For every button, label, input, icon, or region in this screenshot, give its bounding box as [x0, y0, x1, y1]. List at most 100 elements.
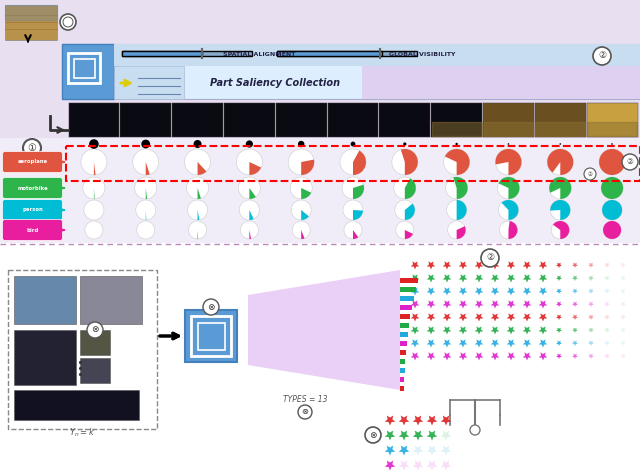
Circle shape	[549, 177, 572, 199]
Circle shape	[137, 221, 155, 239]
Wedge shape	[499, 177, 520, 199]
Circle shape	[392, 149, 418, 175]
FancyBboxPatch shape	[3, 200, 63, 220]
FancyBboxPatch shape	[400, 359, 405, 364]
Wedge shape	[353, 210, 363, 220]
Text: TYPES = 13: TYPES = 13	[283, 396, 327, 405]
Polygon shape	[427, 287, 435, 295]
Polygon shape	[539, 300, 547, 309]
Polygon shape	[572, 315, 578, 320]
Wedge shape	[250, 230, 251, 239]
Polygon shape	[491, 313, 499, 322]
Polygon shape	[443, 287, 451, 295]
Text: ⊗: ⊗	[207, 302, 215, 311]
Polygon shape	[459, 313, 467, 322]
Polygon shape	[385, 415, 396, 425]
Polygon shape	[411, 300, 419, 309]
Circle shape	[290, 177, 312, 199]
Circle shape	[141, 139, 150, 148]
Polygon shape	[427, 326, 435, 334]
Circle shape	[85, 221, 103, 239]
Circle shape	[89, 139, 99, 149]
FancyBboxPatch shape	[68, 103, 119, 137]
Polygon shape	[475, 340, 483, 348]
Circle shape	[23, 139, 41, 157]
Polygon shape	[399, 415, 409, 425]
Polygon shape	[588, 276, 594, 281]
FancyBboxPatch shape	[535, 103, 586, 137]
Wedge shape	[603, 221, 621, 239]
Wedge shape	[146, 162, 150, 175]
Text: Part Saliency Collection: Part Saliency Collection	[210, 78, 340, 88]
Wedge shape	[353, 230, 358, 239]
Wedge shape	[301, 230, 305, 239]
Polygon shape	[427, 352, 435, 360]
Polygon shape	[459, 287, 467, 295]
Polygon shape	[443, 313, 451, 322]
Polygon shape	[523, 352, 531, 360]
Polygon shape	[443, 352, 451, 360]
Polygon shape	[523, 261, 531, 269]
Circle shape	[559, 143, 561, 145]
Polygon shape	[604, 341, 610, 346]
Polygon shape	[507, 275, 515, 283]
Polygon shape	[572, 262, 578, 268]
Circle shape	[403, 142, 406, 146]
Circle shape	[132, 149, 159, 175]
Circle shape	[344, 221, 362, 239]
FancyBboxPatch shape	[3, 178, 63, 198]
FancyBboxPatch shape	[80, 276, 142, 324]
Polygon shape	[604, 276, 610, 281]
Polygon shape	[443, 340, 451, 348]
FancyBboxPatch shape	[277, 51, 417, 56]
Circle shape	[60, 14, 76, 30]
Polygon shape	[507, 300, 515, 309]
Polygon shape	[411, 352, 419, 360]
Circle shape	[395, 200, 415, 220]
Circle shape	[343, 200, 363, 220]
Text: ②: ②	[588, 171, 593, 177]
Polygon shape	[620, 289, 626, 294]
Polygon shape	[572, 354, 578, 359]
Wedge shape	[250, 210, 253, 220]
Text: ⊗: ⊗	[301, 407, 308, 416]
Polygon shape	[539, 261, 547, 269]
Polygon shape	[523, 313, 531, 322]
FancyBboxPatch shape	[400, 287, 416, 292]
Polygon shape	[385, 461, 396, 471]
FancyBboxPatch shape	[328, 103, 378, 137]
Circle shape	[288, 149, 314, 175]
Polygon shape	[413, 430, 423, 440]
Polygon shape	[507, 352, 515, 360]
Polygon shape	[459, 275, 467, 283]
Polygon shape	[459, 261, 467, 269]
Polygon shape	[441, 415, 451, 425]
Polygon shape	[491, 275, 499, 283]
Polygon shape	[620, 315, 626, 320]
FancyBboxPatch shape	[400, 350, 406, 355]
Polygon shape	[507, 326, 515, 334]
Wedge shape	[198, 162, 207, 175]
Wedge shape	[353, 151, 366, 175]
Polygon shape	[475, 287, 483, 295]
Circle shape	[136, 200, 156, 220]
Polygon shape	[556, 327, 562, 333]
Polygon shape	[413, 415, 423, 425]
Polygon shape	[475, 313, 483, 322]
Polygon shape	[413, 461, 423, 471]
Wedge shape	[301, 188, 311, 199]
Polygon shape	[539, 313, 547, 322]
Wedge shape	[353, 185, 364, 199]
Polygon shape	[588, 354, 594, 359]
Polygon shape	[443, 326, 451, 334]
Text: person: person	[22, 208, 43, 212]
Polygon shape	[523, 326, 531, 334]
Polygon shape	[399, 461, 409, 471]
FancyBboxPatch shape	[400, 332, 408, 337]
Circle shape	[241, 221, 259, 239]
Circle shape	[83, 177, 105, 199]
Circle shape	[508, 143, 509, 145]
Polygon shape	[411, 261, 419, 269]
Circle shape	[87, 322, 103, 338]
FancyBboxPatch shape	[120, 103, 171, 137]
